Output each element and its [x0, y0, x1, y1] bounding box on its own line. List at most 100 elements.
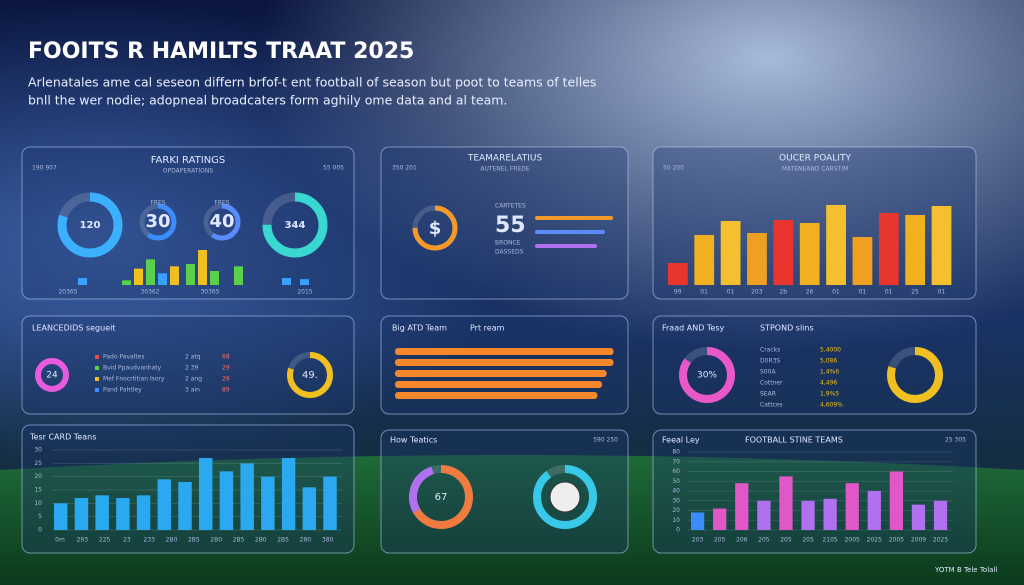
label: 40	[672, 488, 680, 495]
label: 2005	[845, 537, 860, 544]
label: 20	[34, 473, 42, 480]
label: 4,609%	[820, 402, 843, 409]
label: STPOND slins	[760, 324, 814, 333]
label: 190 907	[32, 165, 57, 172]
label: 20365	[58, 289, 77, 296]
bar	[799, 223, 820, 285]
bar	[395, 359, 614, 366]
label: 5	[38, 513, 42, 520]
bar	[198, 250, 207, 285]
label: CARTETES	[495, 203, 526, 210]
donut-arc	[35, 358, 69, 392]
bar	[134, 268, 143, 285]
bar	[773, 220, 794, 285]
bar	[178, 482, 192, 530]
legend-swatch	[95, 355, 99, 359]
bar	[735, 483, 749, 530]
donut-arc	[533, 465, 597, 529]
title: FOOITS R HAMILTS TRAAT 2025	[28, 39, 414, 64]
donut-arc	[679, 347, 735, 403]
label: OPDAPERATIONS	[163, 168, 214, 175]
label: 5,4000	[820, 347, 841, 354]
label: AUTENEL FREDE	[480, 166, 530, 173]
label: Bvid Ppaudvanhaty	[103, 365, 162, 372]
panels: FARKI RATINGS OPDAPERATIONS 190 907 55 005 1…	[21, 146, 977, 554]
label: D0R3S	[760, 358, 780, 365]
label: BRONCE	[495, 240, 521, 247]
label: Feeal Ley	[662, 436, 700, 445]
label: 80	[672, 449, 680, 456]
bar	[395, 348, 614, 355]
label: 0m	[55, 537, 65, 544]
label: 2B5	[188, 537, 200, 544]
bar	[867, 491, 881, 530]
label: 293	[77, 537, 89, 544]
bar	[282, 278, 291, 285]
label: 01	[938, 289, 946, 296]
label: 205	[780, 537, 792, 544]
legend-swatch	[95, 388, 99, 392]
label: 89	[222, 387, 230, 394]
donut-arc	[412, 205, 458, 251]
bar	[136, 495, 151, 530]
label: DASSEDS	[495, 249, 524, 256]
label: Pado Pavaltes	[103, 354, 145, 361]
donut-arc	[139, 203, 177, 241]
label: 2105	[822, 537, 837, 544]
label: 30365	[200, 289, 219, 296]
label: 4,496	[820, 380, 837, 387]
label: 23	[123, 537, 131, 544]
label: 67	[435, 492, 448, 503]
bar	[219, 471, 234, 530]
label: 2015	[297, 289, 312, 296]
label: 5,086	[820, 358, 837, 365]
label: 25	[34, 460, 42, 467]
label: 01	[832, 289, 840, 296]
label: FARKI RATINGS	[151, 155, 226, 166]
label: 2B5	[233, 537, 245, 544]
panel	[380, 146, 629, 300]
bar	[395, 381, 602, 388]
label: 2B0	[255, 537, 267, 544]
donut-arc	[262, 192, 328, 258]
label: S00A	[760, 369, 776, 376]
bar	[933, 500, 948, 530]
bar	[535, 230, 605, 234]
label: 3 ain	[185, 387, 200, 394]
label: 30	[145, 211, 170, 232]
label: 2 atq	[185, 354, 201, 361]
label: FRES	[150, 200, 165, 207]
bar	[747, 233, 767, 285]
bar	[158, 273, 167, 285]
label: 233	[144, 537, 156, 544]
label: 26	[806, 289, 814, 296]
label: 26	[222, 376, 230, 383]
label: Mef Fnocrtitian Isory	[103, 376, 165, 383]
label: 99	[674, 289, 682, 296]
label: 01	[858, 289, 866, 296]
bar	[210, 271, 219, 285]
label: 0	[38, 527, 42, 534]
bar	[720, 221, 741, 285]
label: 2 ang	[185, 376, 202, 383]
label: 55 005	[323, 165, 344, 172]
bar	[779, 476, 793, 530]
bar	[757, 500, 771, 530]
label: 206	[736, 537, 748, 544]
label: Cracks	[760, 347, 780, 354]
bar	[845, 483, 859, 530]
label: 10	[34, 500, 42, 507]
label: TEAMARELATIUS	[467, 154, 543, 164]
label: Cottner	[760, 380, 783, 387]
bar	[713, 508, 727, 530]
label: 30362	[140, 289, 159, 296]
label: Prt ream	[470, 324, 505, 333]
label: 40	[209, 211, 234, 232]
bar	[234, 266, 243, 285]
label: SEAR	[760, 391, 776, 398]
label: 2B0	[210, 537, 222, 544]
label: How Teatics	[390, 436, 437, 445]
label: $	[429, 218, 442, 239]
bar	[302, 487, 317, 530]
label: 50 200	[663, 165, 684, 172]
